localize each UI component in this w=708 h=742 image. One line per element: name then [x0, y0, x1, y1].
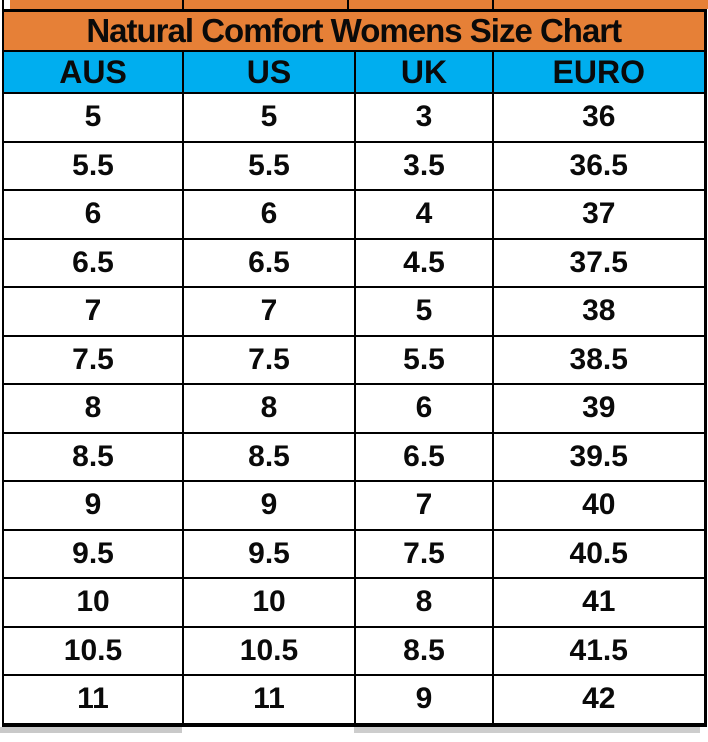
gridline-tick: [347, 0, 349, 9]
size-cell: 36.5: [492, 140, 706, 191]
size-cell: 10.5: [2, 625, 184, 676]
gridline-tick: [182, 0, 184, 9]
size-cell: 6: [2, 189, 184, 240]
size-cell: 39: [492, 383, 706, 434]
size-cell: 41: [492, 577, 706, 628]
size-cell: 6: [354, 383, 494, 434]
size-cell: 5: [2, 92, 184, 143]
size-cell: 5.5: [354, 334, 494, 385]
size-cell: 40.5: [492, 528, 706, 579]
size-cell: 4: [354, 189, 494, 240]
size-cell: 3.5: [354, 140, 494, 191]
size-cell: 38.5: [492, 334, 706, 385]
size-cell: 36: [492, 92, 706, 143]
table-row: 11 11 9 42: [2, 674, 706, 726]
size-cell: 8.5: [2, 431, 184, 482]
column-header-us: US: [182, 50, 356, 94]
size-cell: 37: [492, 189, 706, 240]
size-cell: 38: [492, 286, 706, 337]
size-cell: 40: [492, 480, 706, 531]
size-cell: 7.5: [354, 528, 494, 579]
top-left-white-patch: [0, 0, 10, 9]
cropped-top-edge-artifact: [0, 0, 708, 9]
table-row: 9.5 9.5 7.5 40.5: [2, 528, 706, 579]
size-cell: 8.5: [182, 431, 356, 482]
size-cell: 6.5: [354, 431, 494, 482]
size-cell: 8: [354, 577, 494, 628]
column-header-uk: UK: [354, 50, 494, 94]
table-row: 5.5 5.5 3.5 36.5: [2, 140, 706, 191]
size-cell: 10: [182, 577, 356, 628]
gridline-tick: [492, 0, 494, 9]
table-row: 5 5 3 36: [2, 92, 706, 143]
size-cell: 11: [182, 674, 356, 726]
size-cell: 8: [182, 383, 356, 434]
size-cell: 8: [2, 383, 184, 434]
table-row: 8.5 8.5 6.5 39.5: [2, 431, 706, 482]
size-cell: 10: [2, 577, 184, 628]
size-cell: 5: [354, 286, 494, 337]
table-row: 6.5 6.5 4.5 37.5: [2, 237, 706, 288]
size-rows: 5 5 3 36 5.5 5.5 3.5 36.5 6 6 4 37 6.5 6.5 4.5 37.5 7 7 5 3…: [2, 92, 706, 726]
size-cell: 9.5: [182, 528, 356, 579]
size-cell: 9.5: [2, 528, 184, 579]
size-cell: 6.5: [182, 237, 356, 288]
table-row: 9 9 7 40: [2, 480, 706, 531]
size-cell: 41.5: [492, 625, 706, 676]
table-row: 6 6 4 37: [2, 189, 706, 240]
size-cell: 39.5: [492, 431, 706, 482]
chart-title: Natural Comfort Womens Size Chart: [2, 9, 706, 52]
size-cell: 5: [182, 92, 356, 143]
size-cell: 3: [354, 92, 494, 143]
table-row: 10.5 10.5 8.5 41.5: [2, 625, 706, 676]
size-cell: 4.5: [354, 237, 494, 288]
size-cell: 7: [354, 480, 494, 531]
column-header-row: AUS US UK EURO: [2, 50, 706, 94]
table-row: 7 7 5 38: [2, 286, 706, 337]
size-cell: 8.5: [354, 625, 494, 676]
size-cell: 11: [2, 674, 184, 726]
size-cell: 9: [354, 674, 494, 726]
size-cell: 6: [182, 189, 356, 240]
size-cell: 5.5: [2, 140, 184, 191]
column-header-euro: EURO: [492, 50, 706, 94]
table-row: 8 8 6 39: [2, 383, 706, 434]
table-row: 10 10 8 41: [2, 577, 706, 628]
column-header-aus: AUS: [2, 50, 184, 94]
size-conversion-table: Natural Comfort Womens Size Chart AUS US U…: [2, 9, 707, 727]
size-cell: 7.5: [2, 334, 184, 385]
size-cell: 37.5: [492, 237, 706, 288]
size-cell: 7: [182, 286, 356, 337]
size-cell: 7: [2, 286, 184, 337]
size-cell: 9: [2, 480, 184, 531]
table-row: 7.5 7.5 5.5 38.5: [2, 334, 706, 385]
size-cell: 7.5: [182, 334, 356, 385]
size-cell: 42: [492, 674, 706, 726]
gridline-tick: [2, 0, 4, 9]
cropped-bottom-edge-artifact: [0, 726, 708, 733]
size-cell: 10.5: [182, 625, 356, 676]
title-row: Natural Comfort Womens Size Chart: [2, 9, 706, 52]
size-cell: 9: [182, 480, 356, 531]
size-cell: 5.5: [182, 140, 356, 191]
size-cell: 6.5: [2, 237, 184, 288]
